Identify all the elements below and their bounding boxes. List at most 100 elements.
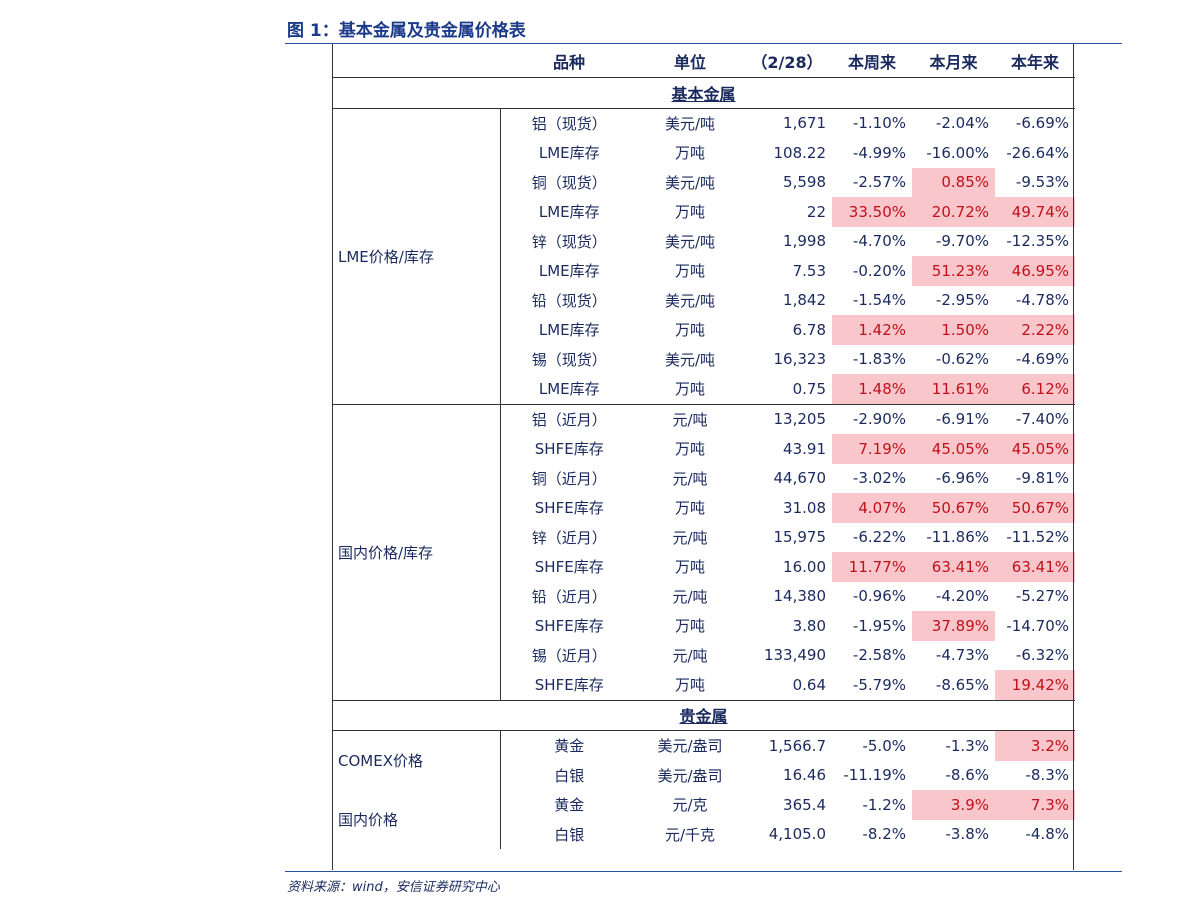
cell: 元/吨 (672, 646, 708, 665)
cell: -6.96% (935, 469, 989, 488)
data-row: COMEX价格 黄金 美元/盎司 1,566.7 -5.0% -1.3% 3.2% (332, 730, 1075, 790)
cell: 31.08 (783, 498, 826, 517)
cell: 1,842 (783, 291, 826, 310)
cell: 43.91 (783, 439, 826, 458)
cell: 万吨 (674, 203, 705, 222)
cell: 万吨 (674, 617, 705, 636)
cell: 11.61% (912, 374, 995, 404)
data-row: 锌（近月） 元/吨 15,975 -6.22% -11.86% -11.52% (332, 523, 1075, 553)
cell: 15,975 (773, 528, 827, 547)
cell: -3.02% (852, 469, 906, 488)
data-row: SHFE库存 万吨 3.80 -1.95% 37.89% -14.70% (332, 611, 1075, 641)
cell: -8.65% (935, 675, 989, 694)
cell: -1.95% (852, 616, 906, 635)
cell: 万吨 (674, 380, 705, 399)
cell: 0.64 (792, 675, 826, 694)
cell: 3.2% (995, 730, 1075, 761)
data-row: LME库存 万吨 108.22 -4.99% -16.00% -26.64% (332, 138, 1075, 168)
cell: 3.80 (792, 616, 826, 635)
cell: 6.78 (792, 320, 826, 339)
cell: 50.67% (995, 493, 1075, 523)
cell: 元/吨 (672, 469, 708, 488)
cell: 铅（现货） (531, 291, 607, 310)
cell: 22 (806, 202, 826, 221)
cell: 37.89% (912, 611, 995, 641)
data-row: LME库存 万吨 0.75 1.48% 11.61% 6.12% (332, 374, 1075, 404)
blank-header (332, 44, 500, 78)
cell: 黄金 (554, 796, 585, 815)
data-row: 铅（现货） 美元/吨 1,842 -1.54% -2.95% -4.78% (332, 286, 1075, 316)
column-header: 本年来 (1010, 52, 1059, 72)
cell: -2.04% (935, 114, 989, 133)
cell: -5.27% (1015, 587, 1069, 606)
cell: 黄金 (554, 737, 585, 756)
title: 图 1：基本金属及贵金属价格表 (287, 21, 526, 41)
cell: 49.74% (995, 197, 1075, 227)
cell: 1,998 (783, 232, 826, 251)
cell: -1.54% (852, 291, 906, 310)
source-note: 资料来源：wind，安信证券研究中心 (287, 880, 500, 895)
cell: 1.42% (832, 315, 912, 345)
cell: -4.70% (852, 232, 906, 251)
cell: -6.69% (1015, 114, 1069, 133)
cell: -4.99% (852, 143, 906, 162)
cell: -2.58% (852, 646, 906, 665)
cell: 元/吨 (672, 528, 708, 547)
cell: 万吨 (674, 676, 705, 695)
cell: LME库存 (538, 321, 600, 340)
data-row: 铜（近月） 元/吨 44,670 -3.02% -6.96% -9.81% (332, 464, 1075, 494)
bottom-rule (285, 871, 1122, 872)
column-header: （2/28） (751, 52, 823, 72)
cell: -8.3% (1025, 766, 1069, 785)
cell: 美元/吨 (664, 350, 716, 369)
cell: 13,205 (742, 403, 832, 434)
cell: 5,598 (783, 173, 826, 192)
cell: 7.19% (832, 434, 912, 464)
data-row: 铜（现货） 美元/吨 5,598 -2.57% 0.85% -9.53% (332, 167, 1075, 197)
cell: 33.50% (832, 197, 912, 227)
data-row: 锡（现货） 美元/吨 16,323 -1.83% -0.62% -4.69% (332, 345, 1075, 375)
cell: 1.50% (912, 315, 995, 345)
cell: 万吨 (674, 262, 705, 281)
cell: 7.3% (995, 790, 1075, 820)
cell: 16.46 (783, 766, 826, 785)
cell: -11.52% (1006, 528, 1069, 547)
cell: 63.41% (912, 552, 995, 582)
data-row: 国内价格/库存 铝（近月） 元/吨 13,205 -2.90% -6.91% -7.40% (332, 403, 1075, 700)
cell: 锡（近月） (531, 646, 607, 665)
cell: -2.95% (935, 291, 989, 310)
data-row: SHFE库存 万吨 43.91 7.19% 45.05% 45.05% (332, 434, 1075, 464)
cell: -4.69% (1015, 350, 1069, 369)
cell: -26.64% (1006, 143, 1069, 162)
cell: LME库存 (538, 203, 600, 222)
cell: 1.48% (832, 374, 912, 404)
group-label: LME价格/库存 (332, 108, 501, 404)
cell: 0.85% (912, 167, 995, 197)
cell: 美元/吨 (664, 114, 716, 133)
cell: -9.53% (1015, 173, 1069, 192)
cell: -4.20% (935, 587, 989, 606)
cell: -5.79% (852, 675, 906, 694)
cell: 元/克 (672, 796, 708, 815)
data-row: SHFE库存 万吨 31.08 4.07% 50.67% 50.67% (332, 493, 1075, 523)
cell: 美元/吨 (664, 232, 716, 251)
column-header: 品种 (552, 52, 585, 72)
cell: 白银 (554, 766, 585, 785)
cell: 锌（近月） (531, 528, 607, 547)
cell: -9.81% (1015, 469, 1069, 488)
cell: 63.41% (995, 552, 1075, 582)
cell: -0.20% (852, 261, 906, 280)
cell: 元/吨 (672, 587, 708, 606)
cell: -7.40% (995, 403, 1075, 434)
cell: 133,490 (763, 646, 826, 665)
data-row: 锡（近月） 元/吨 133,490 -2.58% -4.73% -6.32% (332, 641, 1075, 671)
cell: -4.8% (1025, 825, 1069, 844)
data-row: SHFE库存 万吨 0.64 -5.79% -8.65% 19.42% (332, 670, 1075, 700)
cell: -1.10% (852, 114, 906, 133)
section-row: 贵金属 (332, 699, 1075, 731)
cell: 0.75 (792, 379, 826, 398)
cell: -14.70% (1006, 616, 1069, 635)
cell: 美元/吨 (664, 173, 716, 192)
cell: -11.19% (843, 766, 906, 785)
cell: 万吨 (674, 321, 705, 340)
